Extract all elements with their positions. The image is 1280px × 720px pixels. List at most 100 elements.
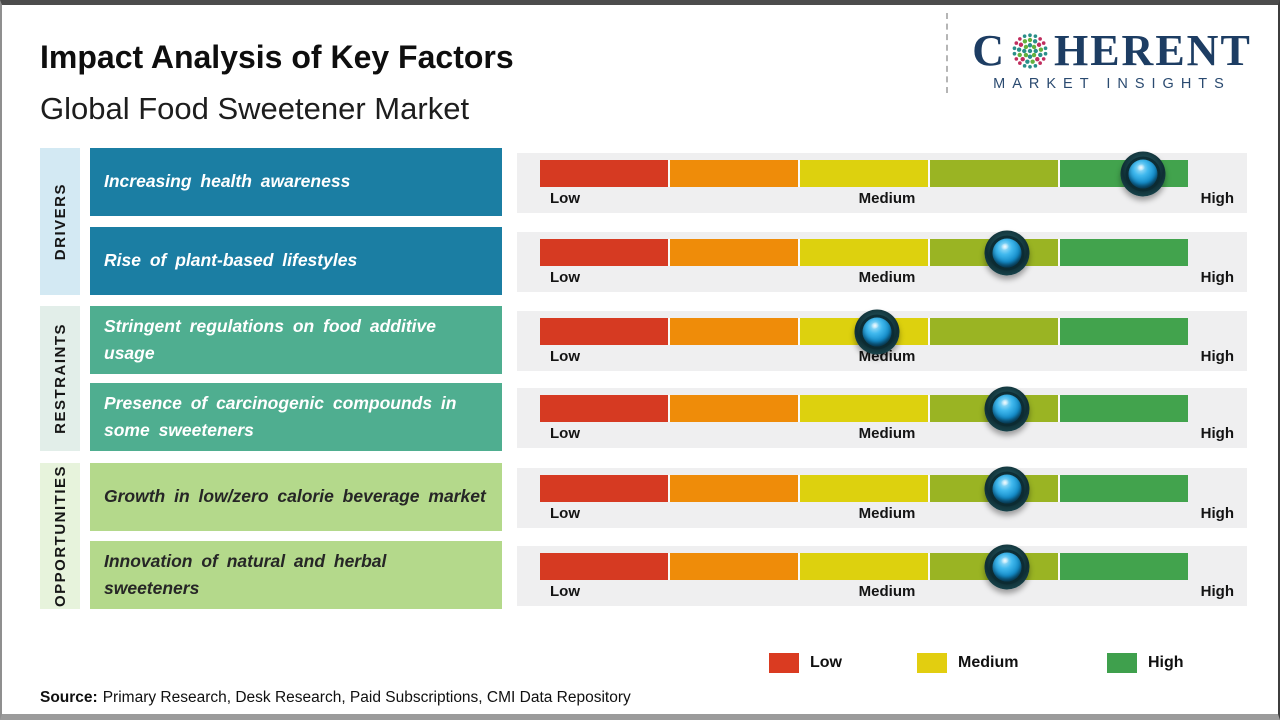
impact-row: Increasing health awareness Low Medium H… — [2, 148, 1278, 216]
legend-label-medium: Medium — [958, 654, 1019, 671]
bar-segment — [540, 239, 668, 266]
scale-label-low: Low — [550, 190, 580, 207]
factor-text: Increasing health awareness — [104, 171, 351, 192]
scale-label-medium: Medium — [858, 425, 916, 442]
factor-box: Growth in low/zero calorie beverage mark… — [90, 463, 502, 531]
brand-word-rest: HERENT — [1053, 26, 1252, 75]
factor-box: Innovation of natural and herbal sweeten… — [90, 541, 502, 609]
impact-bar — [540, 544, 1188, 589]
bar-segment — [540, 475, 668, 502]
logo-globe-icon — [1012, 33, 1048, 69]
bar-segment — [800, 553, 928, 580]
scale-label-medium: Medium — [858, 505, 916, 522]
bar-segment — [540, 395, 668, 422]
bar-segment — [800, 160, 928, 187]
source-line: Source: Primary Research, Desk Research, … — [40, 689, 631, 707]
bar-segment — [670, 553, 798, 580]
bar-segment — [540, 553, 668, 580]
bar-segment — [670, 239, 798, 266]
scale-label-high: High — [1200, 505, 1234, 522]
bar-segment — [540, 160, 668, 187]
brand-letter-c: C — [972, 26, 1006, 75]
impact-bar — [540, 230, 1188, 275]
impact-scale-panel: Low Medium High — [517, 151, 1247, 213]
impact-bar — [540, 466, 1188, 511]
impact-bar — [540, 151, 1188, 196]
bar-segment — [670, 318, 798, 345]
factor-text: Presence of carcinogenic compounds in so… — [104, 392, 457, 440]
legend-item-low: Low — [769, 653, 842, 673]
factor-text: Innovation of natural and herbal sweeten… — [104, 550, 387, 598]
brand-tagline: MARKET INSIGHTS — [993, 76, 1231, 92]
factor-box: Presence of carcinogenic compounds in so… — [90, 383, 502, 451]
impact-scale-panel: Low Medium High — [517, 544, 1247, 606]
scale-ticks: Low Medium High — [540, 583, 1234, 603]
factor-text: Rise of plant-based lifestyles — [104, 250, 358, 271]
impact-marker[interactable] — [984, 544, 1030, 589]
source-label: Source: — [40, 689, 98, 706]
scale-label-high: High — [1200, 583, 1234, 600]
scale-label-low: Low — [550, 348, 580, 365]
impact-bar — [540, 309, 1188, 354]
brand-logo: C HERENT MARKET INSIGHTS — [960, 29, 1264, 93]
logo-divider — [946, 13, 948, 93]
factor-text: Growth in low/zero calorie beverage mark… — [104, 486, 486, 507]
impact-marker[interactable] — [984, 466, 1030, 511]
legend-item-high: High — [1107, 653, 1184, 673]
bar-segment — [670, 475, 798, 502]
factor-text: Stringent regulations on food additive u… — [104, 315, 436, 363]
page-subtitle: Global Food Sweetener Market — [40, 91, 470, 126]
brand-wordmark: C HERENT — [960, 29, 1264, 73]
scale-ticks: Low Medium High — [540, 425, 1234, 445]
bar-segment — [930, 318, 1058, 345]
impact-scale-panel: Low Medium High — [517, 230, 1247, 292]
impact-row: Rise of plant-based lifestyles Low Mediu… — [2, 227, 1278, 295]
impact-scale-panel: Low Medium High — [517, 386, 1247, 448]
scale-label-medium: Medium — [858, 190, 916, 207]
scale-ticks: Low Medium High — [540, 190, 1234, 210]
bar-segment — [1060, 553, 1188, 580]
group-label-opportunities: OPPORTUNITIES — [40, 463, 80, 609]
factor-box: Increasing health awareness — [90, 148, 502, 216]
legend-label-low: Low — [810, 654, 842, 671]
factor-box: Rise of plant-based lifestyles — [90, 227, 502, 295]
source-text: Primary Research, Desk Research, Paid Su… — [102, 689, 631, 706]
bar-segment — [930, 160, 1058, 187]
bar-segment — [800, 395, 928, 422]
legend-swatch-medium — [917, 653, 947, 673]
impact-scale-panel: Low Medium High — [517, 466, 1247, 528]
scale-label-low: Low — [550, 505, 580, 522]
group-label-drivers: DRIVERS — [40, 148, 80, 295]
factor-box: Stringent regulations on food additive u… — [90, 306, 502, 374]
legend-label-high: High — [1148, 654, 1184, 671]
scale-ticks: Low Medium High — [540, 505, 1234, 525]
bar-segment — [1060, 395, 1188, 422]
scale-label-high: High — [1200, 425, 1234, 442]
bar-segment — [540, 318, 668, 345]
scale-label-high: High — [1200, 348, 1234, 365]
scale-label-medium: Medium — [858, 269, 916, 286]
impact-marker[interactable] — [984, 230, 1030, 275]
impact-scale-panel: Low Medium High — [517, 309, 1247, 371]
bar-segment — [670, 160, 798, 187]
impact-row: Presence of carcinogenic compounds in so… — [2, 383, 1278, 451]
legend-swatch-high — [1107, 653, 1137, 673]
impact-marker[interactable] — [1120, 151, 1166, 196]
scale-label-low: Low — [550, 583, 580, 600]
legend-swatch-low — [769, 653, 799, 673]
scale-label-high: High — [1200, 269, 1234, 286]
bar-segment — [1060, 239, 1188, 266]
impact-marker[interactable] — [984, 386, 1030, 431]
impact-row: Innovation of natural and herbal sweeten… — [2, 541, 1278, 609]
scale-ticks: Low Medium High — [540, 269, 1234, 289]
impact-bar — [540, 386, 1188, 431]
group-label-restraints: RESTRAINTS — [40, 306, 80, 451]
impact-marker[interactable] — [854, 309, 900, 354]
impact-row: Growth in low/zero calorie beverage mark… — [2, 463, 1278, 531]
legend-item-medium: Medium — [917, 653, 1018, 673]
scale-label-high: High — [1200, 190, 1234, 207]
bar-segment — [1060, 318, 1188, 345]
scale-label-low: Low — [550, 425, 580, 442]
page-title: Impact Analysis of Key Factors — [40, 39, 514, 75]
